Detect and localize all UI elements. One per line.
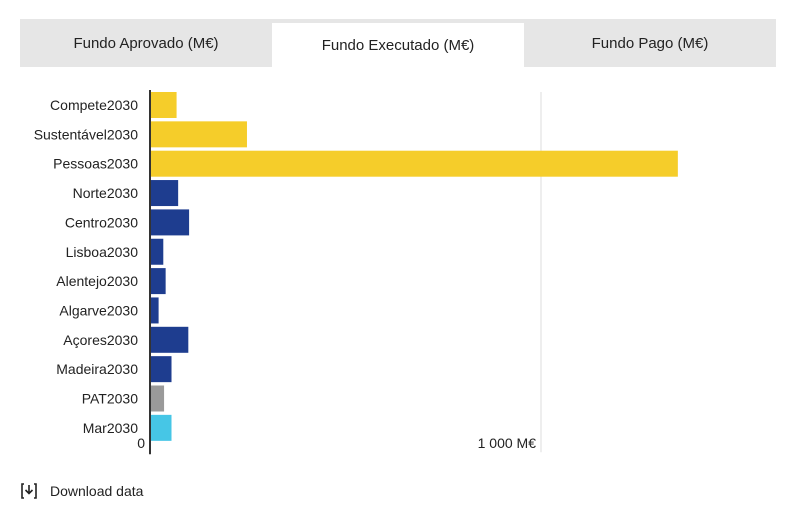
- bar-alentejo2030: [151, 268, 166, 295]
- bar-compete2030: [151, 92, 177, 118]
- download-data-button[interactable]: Download data: [20, 480, 143, 502]
- category-label: Madeira2030: [56, 361, 138, 377]
- category-label: Algarve2030: [59, 302, 138, 318]
- bar-chart: Compete2030 Sustentável2030 Pessoas2030 Nor…: [34, 90, 678, 455]
- category-label: PAT2030: [82, 391, 139, 407]
- category-label: Centro2030: [65, 214, 138, 230]
- category-label: Alentejo2030: [56, 273, 138, 289]
- bar-centro2030: [151, 209, 190, 236]
- bar-lisboa2030: [151, 238, 164, 265]
- tab-fundo-aprovado[interactable]: Fundo Aprovado (M€): [73, 34, 219, 52]
- bar-norte2030: [151, 180, 179, 207]
- bar-mar2030: [151, 414, 172, 441]
- tab-bar: Fundo Aprovado (M€) Fundo Executado (M€)…: [20, 19, 776, 67]
- x-tick-label: 0: [137, 435, 145, 451]
- category-label: Compete2030: [50, 97, 138, 113]
- category-label: Norte2030: [73, 185, 139, 201]
- bar-pat2030: [151, 385, 165, 412]
- tab-fundo-pago[interactable]: Fundo Pago (M€): [591, 34, 709, 52]
- bar-pessoas2030: [151, 150, 678, 177]
- category-label: Lisboa2030: [66, 244, 139, 260]
- bar-sustentvel2030: [151, 121, 247, 148]
- bar-aores2030: [151, 326, 189, 353]
- tab-fundo-executado[interactable]: Fundo Executado (M€): [272, 23, 524, 67]
- category-label: Açores2030: [63, 332, 138, 348]
- download-icon: [21, 483, 37, 499]
- x-tick-label: 1 000 M€: [478, 435, 537, 451]
- bar-madeira2030: [151, 356, 172, 383]
- category-label: Pessoas2030: [53, 156, 138, 172]
- category-label: Mar2030: [83, 420, 138, 436]
- bar-algarve2030: [151, 297, 159, 324]
- category-label: Sustentável2030: [34, 126, 139, 142]
- download-label: Download data: [50, 483, 144, 499]
